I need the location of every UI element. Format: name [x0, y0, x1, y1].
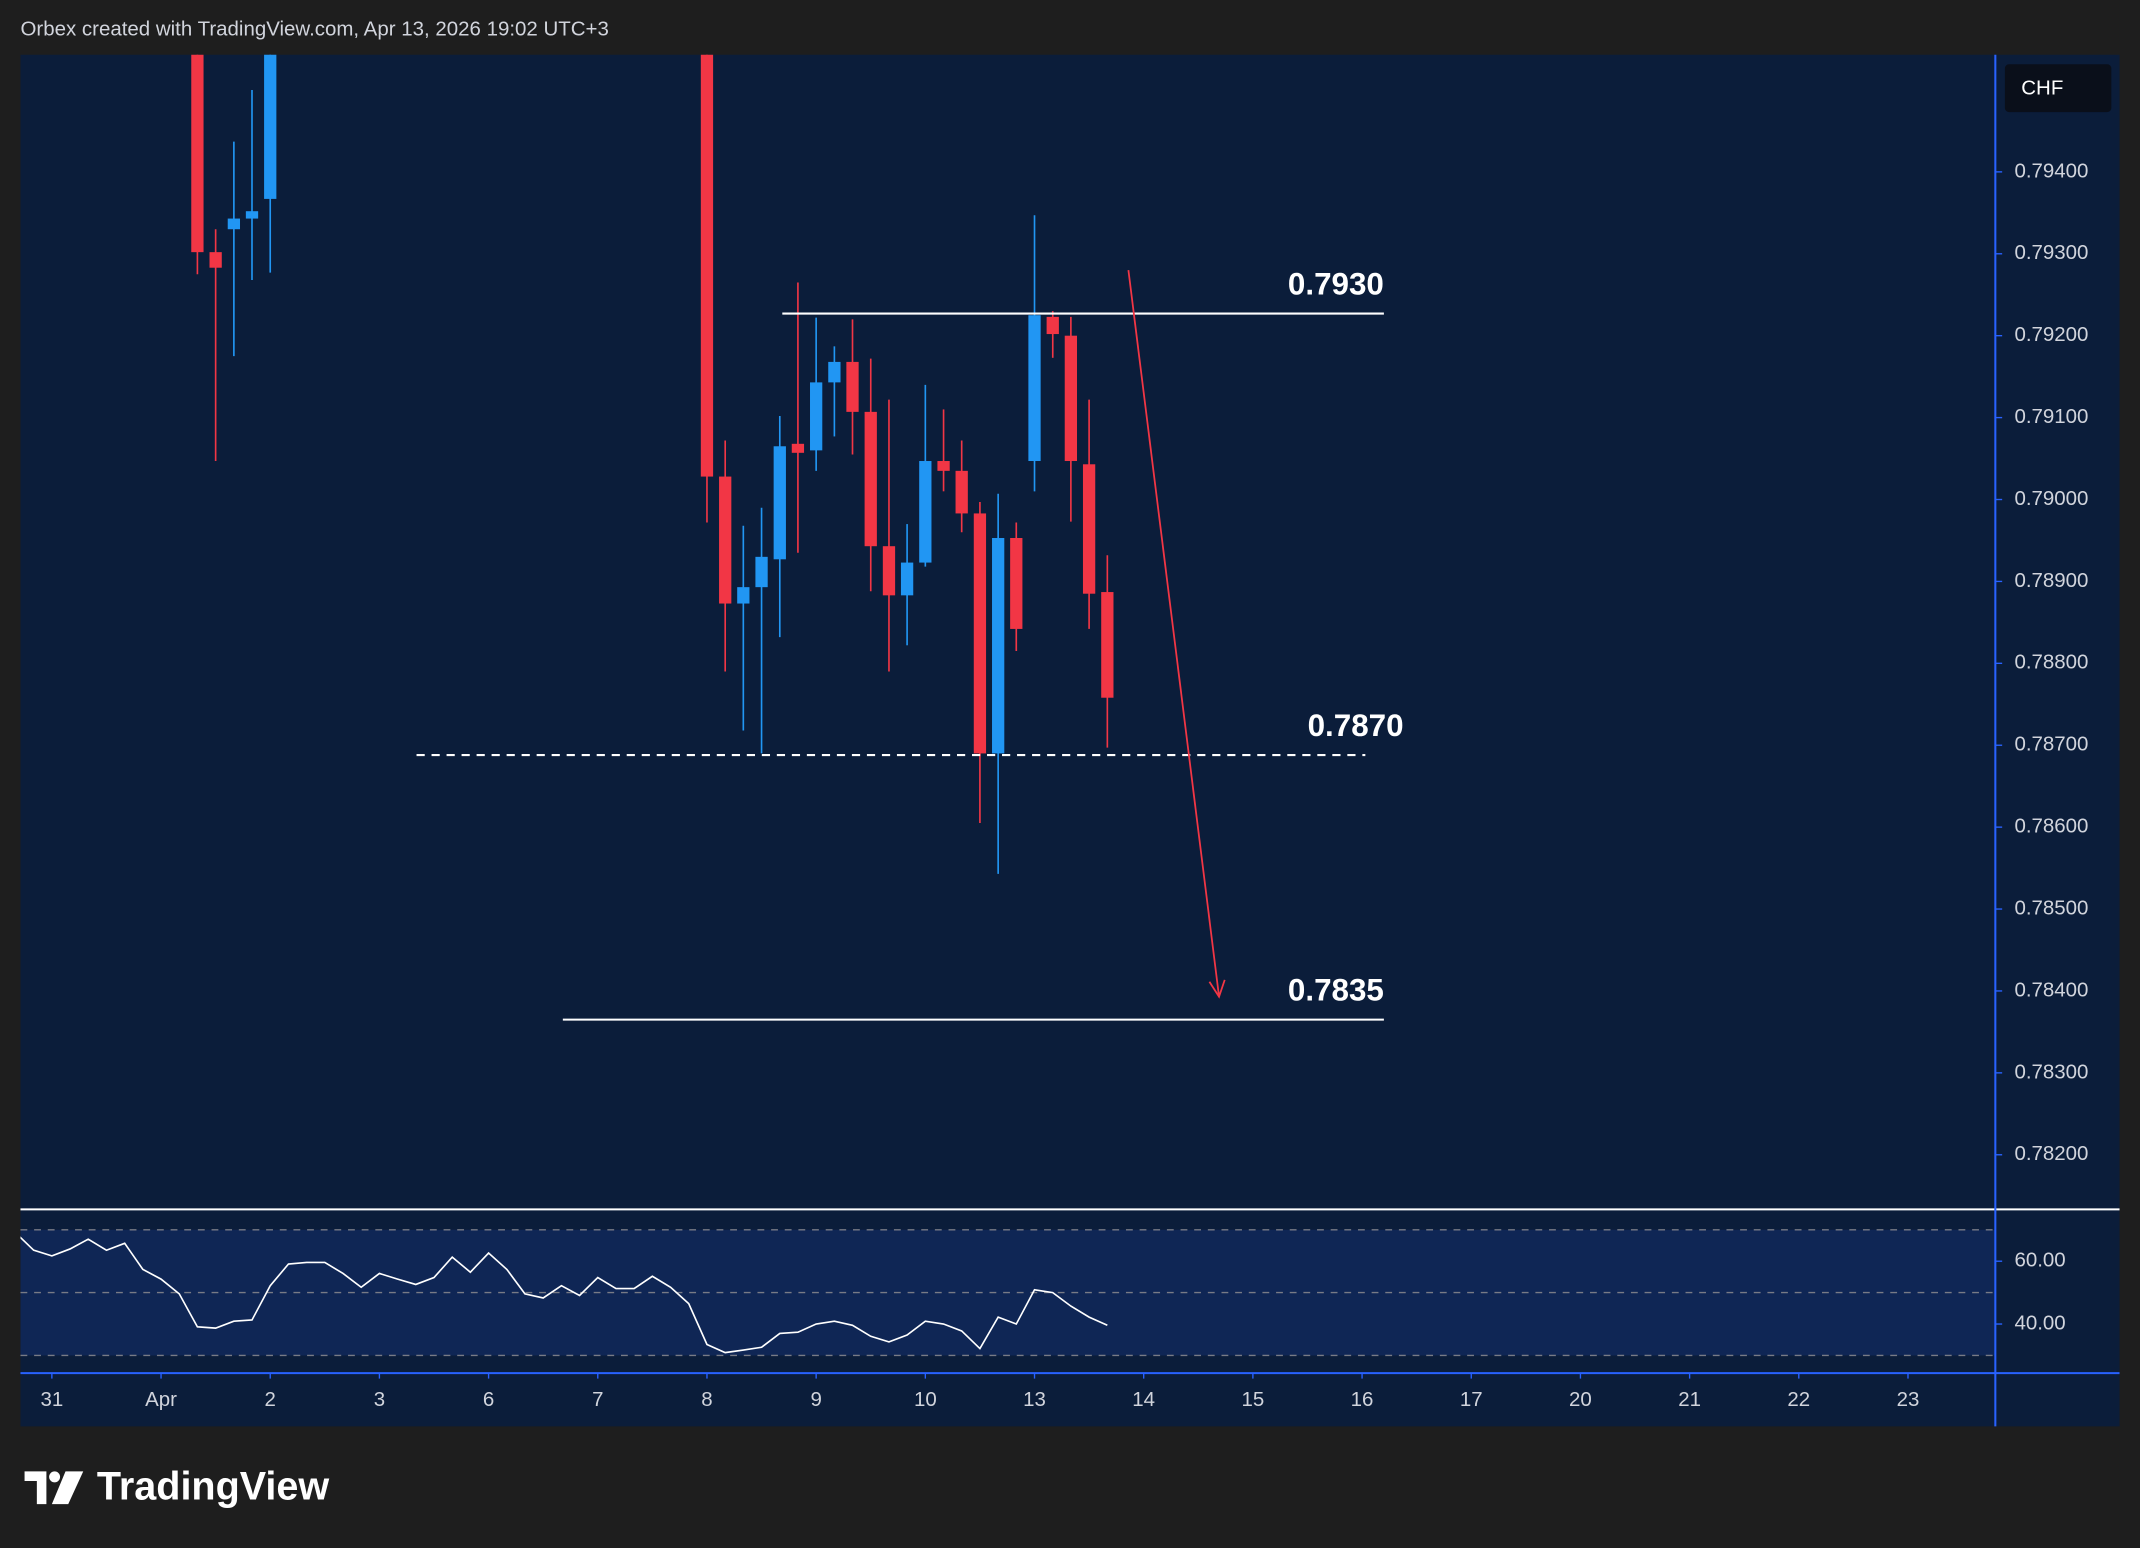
x-tick-label: 20	[1569, 1388, 1592, 1411]
y-tick-label: 0.78800	[2014, 651, 2088, 674]
candle-body	[264, 54, 277, 199]
candle-body	[882, 546, 896, 596]
candle-body	[700, 54, 714, 477]
x-tick-label: 6	[483, 1388, 494, 1411]
candle-body	[973, 513, 987, 754]
candle-body	[810, 382, 823, 451]
candle-body	[992, 538, 1005, 754]
chart-area	[20, 54, 2120, 1427]
x-tick-label: 10	[914, 1388, 937, 1411]
x-tick-label: 31	[40, 1388, 63, 1411]
candle-body	[755, 556, 768, 588]
candle-body	[955, 470, 968, 514]
arrow-head	[1208, 979, 1226, 999]
candle-body	[245, 211, 259, 219]
logo-mark	[51, 1471, 84, 1505]
x-tick-label: 3	[374, 1388, 385, 1411]
candle-body	[1064, 335, 1078, 462]
level-label: 0.7870	[1308, 708, 1404, 743]
rsi-line	[20, 1236, 1108, 1354]
arrow	[1127, 270, 1220, 997]
x-tick-label: 14	[1132, 1388, 1155, 1411]
x-tick-label: 7	[592, 1388, 603, 1411]
x-tick-label: 8	[701, 1388, 712, 1411]
level-label: 0.7930	[1288, 267, 1384, 302]
candle-body	[1101, 592, 1114, 698]
price-pane: 0.7930 0.7870 0.7835	[191, 54, 1404, 1021]
candle-body	[919, 461, 932, 563]
y-tick-label: 0.78400	[2014, 978, 2088, 1001]
y-tick-label: 0.79300	[2014, 241, 2088, 264]
currency: CHF	[2021, 76, 2063, 99]
candle-body	[828, 361, 841, 383]
currency-box	[2004, 64, 2112, 113]
candle-body	[1010, 538, 1023, 629]
candle-body	[191, 54, 204, 253]
x-tick-label: 21	[1678, 1388, 1701, 1411]
candle-body	[937, 461, 950, 471]
candle-body	[227, 218, 241, 230]
x-tick-label: 23	[1897, 1388, 1920, 1411]
logo: TradingView	[24, 1465, 330, 1509]
candle-body	[846, 361, 859, 412]
candle-body	[864, 411, 877, 547]
x-tick-label: Apr	[145, 1388, 177, 1411]
header: Orbex created with TradingView.com, Apr …	[20, 18, 608, 41]
y-tick-label: 0.78200	[2014, 1142, 2088, 1165]
candle-body	[773, 446, 786, 560]
y-tick-label: 0.79100	[2014, 405, 2088, 428]
y-tick-label: 60.00	[2014, 1249, 2065, 1272]
rsi-pane	[20, 1229, 1996, 1357]
x-tick-label: 16	[1351, 1388, 1374, 1411]
x-tick-label: 22	[1787, 1388, 1810, 1411]
logo-mark	[49, 1471, 61, 1483]
candle-body	[719, 476, 732, 604]
candle-body	[1028, 315, 1041, 462]
y-tick-label: 40.00	[2014, 1311, 2065, 1334]
y-tick-label: 0.78500	[2014, 896, 2088, 919]
footer-logo: TradingView	[97, 1465, 330, 1509]
candle-body	[900, 562, 914, 596]
level-label: 0.7835	[1288, 973, 1384, 1008]
candle-body	[791, 443, 805, 453]
y-tick-label: 0.79000	[2014, 487, 2088, 510]
candle-body	[209, 252, 222, 268]
x-tick-label: 13	[1023, 1388, 1046, 1411]
y-tick-label: 0.78700	[2014, 733, 2088, 756]
x-tick-label: 17	[1460, 1388, 1483, 1411]
x-tick-label: 2	[265, 1388, 276, 1411]
y-tick-label: 0.79400	[2014, 159, 2088, 182]
x-tick-label: 15	[1241, 1388, 1264, 1411]
y-tick-label: 0.78300	[2014, 1060, 2088, 1083]
candle-body	[1082, 464, 1096, 594]
y-tick-label: 0.79200	[2014, 323, 2088, 346]
logo-mark	[24, 1471, 47, 1505]
y-tick-label: 0.78900	[2014, 569, 2088, 592]
x-tick-label: 9	[810, 1388, 821, 1411]
y-tick-label: 0.78600	[2014, 815, 2088, 838]
candle-body	[737, 587, 750, 604]
candle-body	[1046, 316, 1059, 335]
